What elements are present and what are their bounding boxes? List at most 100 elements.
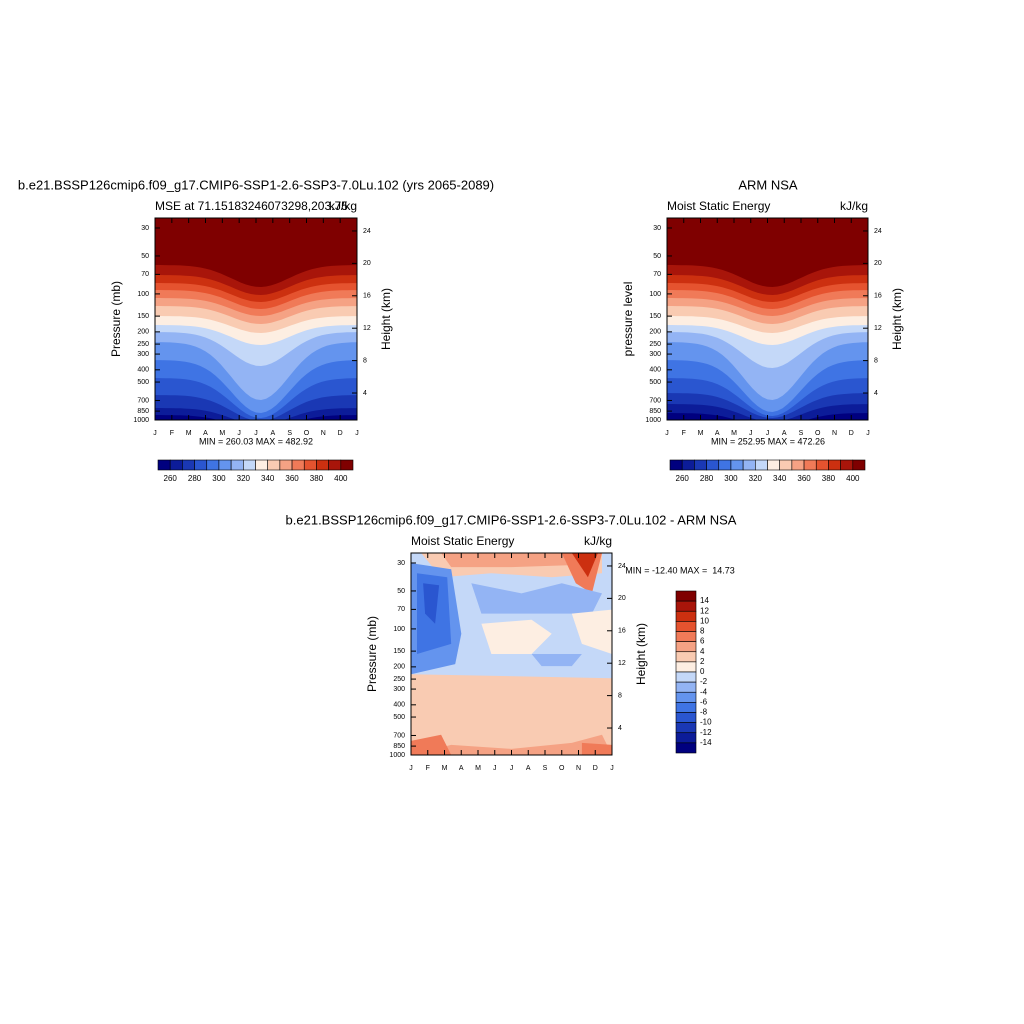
- colorbar-label: 320: [237, 474, 251, 483]
- x-tick-label: N: [321, 430, 326, 437]
- contour-field: [667, 218, 868, 420]
- y-tick-label: 1000: [645, 417, 661, 424]
- y-tick-label: 200: [649, 329, 661, 336]
- colorbar-box: [206, 459, 220, 471]
- y-tick-label: 300: [137, 351, 149, 358]
- contour-fill: [481, 619, 552, 654]
- x-tick-label: S: [799, 430, 804, 437]
- y2-axis-label: Height (km): [379, 288, 393, 350]
- y2-tick-label: 8: [618, 692, 622, 699]
- y2-tick-label: 20: [874, 260, 882, 267]
- contour-field: [155, 218, 357, 420]
- colorbar-box: [669, 459, 683, 471]
- left-string: Moist Static Energy: [667, 199, 770, 213]
- contour-fill: [155, 218, 357, 287]
- y-tick-label: 500: [393, 714, 405, 721]
- colorbar-box: [755, 459, 768, 471]
- y-axis-label: Pressure (mb): [109, 281, 123, 357]
- contour-fill: [423, 583, 440, 624]
- x-tick-label: J: [355, 430, 359, 437]
- x-tick-label: D: [338, 430, 343, 437]
- colorbar-label: 260: [676, 474, 690, 483]
- colorbar-box: [303, 459, 317, 471]
- y-tick-label: 200: [137, 329, 149, 336]
- colorbar-label: 340: [773, 474, 787, 483]
- colorbar-label: 12: [700, 606, 709, 615]
- y-axis-label: Pressure (mb): [365, 616, 379, 692]
- y-tick-label: 700: [137, 397, 149, 404]
- colorbar-label: -2: [700, 677, 708, 686]
- y-tick-label: 1000: [133, 417, 149, 424]
- y-tick-label: 150: [393, 648, 405, 655]
- contour-fill: [531, 654, 582, 667]
- colorbar-box: [694, 459, 707, 471]
- colorbar-box: [243, 459, 256, 471]
- x-tick-label: J: [766, 430, 770, 437]
- x-tick-label: J: [665, 430, 669, 437]
- colorbar-label: 300: [724, 474, 738, 483]
- y-tick-label: 50: [653, 253, 661, 260]
- colorbar-box: [681, 459, 695, 471]
- panel-title: b.e21.BSSP126cmip6.f09_g17.CMIP6-SSP1-2.…: [18, 177, 494, 192]
- panel-title: b.e21.BSSP126cmip6.f09_g17.CMIP6-SSP1-2.…: [286, 512, 737, 527]
- colorbar-label: 8: [700, 627, 705, 636]
- colorbar-label: 400: [334, 474, 348, 483]
- x-tick-label: F: [170, 430, 174, 437]
- colorbar-label: -14: [700, 738, 712, 747]
- stats-label: MIN = -12.40 MAX = 14.73: [625, 565, 735, 575]
- x-tick-label: J: [493, 765, 497, 772]
- y-tick-label: 300: [649, 351, 661, 358]
- colorbar-box: [730, 459, 744, 471]
- colorbar-box: [675, 732, 697, 744]
- colorbar-box: [675, 722, 697, 734]
- x-tick-label: M: [186, 430, 192, 437]
- right-string: kJ/kg: [840, 199, 868, 213]
- y2-tick-label: 16: [618, 628, 626, 635]
- x-tick-label: D: [849, 430, 854, 437]
- colorbar-label: 280: [188, 474, 202, 483]
- y-tick-label: 100: [137, 291, 149, 298]
- contour-fill: [571, 553, 598, 578]
- colorbar-label: 320: [749, 474, 763, 483]
- colorbar-box: [230, 459, 244, 471]
- stats-label: MIN = 260.03 MAX = 482.92: [199, 436, 313, 446]
- x-tick-label: J: [610, 765, 614, 772]
- x-tick-label: N: [832, 430, 837, 437]
- y-tick-label: 150: [649, 313, 661, 320]
- y-tick-label: 250: [137, 341, 149, 348]
- y2-tick-label: 12: [874, 325, 882, 332]
- x-tick-label: J: [749, 430, 753, 437]
- y-tick-label: 500: [649, 379, 661, 386]
- colorbar-box: [157, 459, 171, 471]
- x-tick-label: S: [543, 765, 548, 772]
- contour-fill: [411, 734, 452, 755]
- colorbar-box: [316, 459, 329, 471]
- y2-tick-label: 8: [363, 357, 367, 364]
- colorbar-label: 340: [261, 474, 275, 483]
- y2-tick-label: 16: [874, 293, 882, 300]
- y2-axis-label: Height (km): [634, 623, 648, 685]
- colorbar-label: 380: [310, 474, 324, 483]
- y-tick-label: 70: [397, 606, 405, 613]
- colorbar-box: [328, 459, 342, 471]
- x-tick-label: J: [237, 430, 241, 437]
- y-tick-label: 700: [649, 397, 661, 404]
- colorbar-label: 360: [797, 474, 811, 483]
- y2-tick-label: 12: [363, 325, 371, 332]
- x-tick-label: M: [731, 430, 737, 437]
- y-tick-label: 500: [137, 379, 149, 386]
- x-tick-label: J: [866, 430, 870, 437]
- colorbar-box: [675, 691, 697, 703]
- colorbar-box: [218, 459, 232, 471]
- colorbar-box: [675, 631, 697, 642]
- y2-tick-label: 16: [363, 293, 371, 300]
- x-tick-label: A: [203, 430, 208, 437]
- colorbar-box: [169, 459, 183, 471]
- contour-fill: [411, 734, 612, 755]
- y-tick-label: 400: [393, 702, 405, 709]
- colorbar-box: [718, 459, 732, 471]
- colorbar-box: [779, 459, 793, 471]
- right-string: kJ/kg: [329, 199, 357, 213]
- colorbar-box: [194, 459, 208, 471]
